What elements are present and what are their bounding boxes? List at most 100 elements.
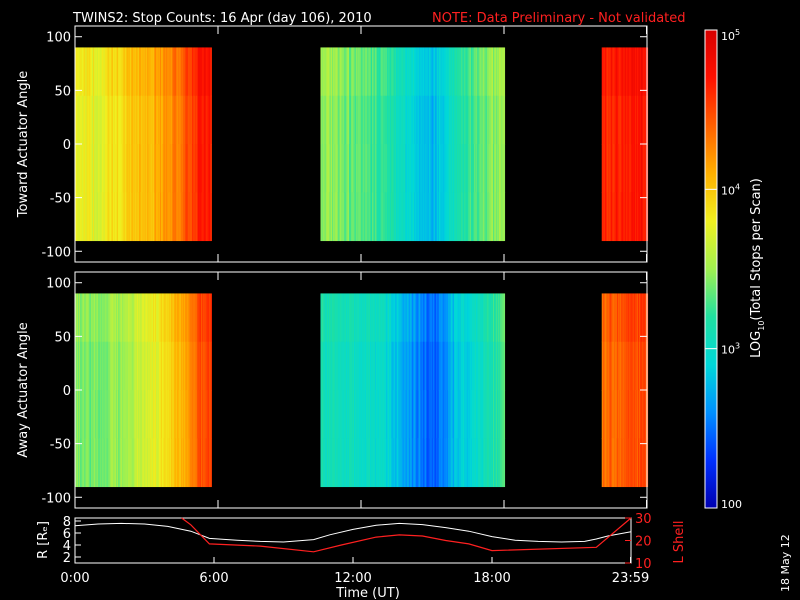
heatmap-cell — [493, 390, 495, 439]
heatmap-cell — [606, 390, 609, 439]
heatmap-cell — [329, 47, 331, 97]
heatmap-cell — [169, 95, 171, 145]
heatmap-cell — [441, 293, 444, 343]
heatmap-cell — [396, 47, 399, 97]
heatmap-cell — [356, 95, 359, 145]
heatmap-cell — [180, 390, 183, 439]
heatmap-cell — [205, 293, 208, 343]
heatmap-cell — [429, 47, 431, 97]
heatmap-cell — [473, 341, 476, 391]
heatmap-cell — [336, 192, 339, 242]
heatmap-cell — [480, 47, 483, 97]
heatmap-cell — [397, 341, 400, 391]
heatmap-cell — [391, 341, 393, 391]
heatmap-cell — [371, 95, 373, 145]
heatmap-cell — [629, 438, 631, 488]
heatmap-cell — [357, 144, 360, 193]
heatmap-cell — [151, 293, 153, 343]
heatmap-cell — [176, 390, 178, 439]
heatmap-cell — [172, 47, 174, 97]
heatmap-cell — [634, 438, 636, 488]
heatmap-cell — [416, 192, 419, 242]
heatmap-cell — [443, 341, 446, 391]
heatmap-cell — [323, 192, 325, 242]
heatmap-cell — [153, 390, 155, 439]
heatmap-cell — [416, 47, 419, 97]
heatmap-cell — [145, 192, 148, 242]
heatmap-cell — [191, 341, 193, 391]
heatmap-cell — [192, 438, 194, 488]
heatmap-cell — [380, 95, 383, 145]
heatmap-cell — [141, 341, 144, 391]
heatmap-cell — [434, 144, 437, 193]
heatmap-cell — [355, 144, 358, 193]
heatmap-cell — [416, 293, 419, 343]
heatmap-cell — [465, 438, 467, 488]
heatmap-cell — [92, 144, 94, 193]
heatmap-cell — [491, 390, 493, 439]
heatmap-cell — [98, 438, 101, 488]
heatmap-cell — [456, 95, 459, 145]
heatmap-cell — [164, 293, 167, 343]
heatmap-cell — [166, 47, 169, 97]
heatmap-cell — [477, 144, 480, 193]
heatmap-cell — [627, 341, 630, 391]
heatmap-cell — [450, 192, 452, 242]
heatmap-cell — [88, 293, 90, 343]
heatmap-cell — [413, 95, 416, 145]
lshell-series-line — [181, 517, 632, 553]
heatmap-cell — [164, 192, 167, 242]
heatmap-cell — [191, 47, 193, 97]
orbit-right-y-tick-label: 10 — [635, 557, 652, 572]
heatmap-cell — [344, 293, 346, 343]
heatmap-cell — [501, 144, 504, 193]
heatmap-cell — [350, 95, 353, 145]
chart-note: NOTE: Data Preliminary - Not validated — [432, 11, 686, 26]
heatmap-cell — [461, 438, 464, 488]
heatmap-cell — [163, 438, 166, 488]
heatmap-cell — [121, 293, 124, 343]
heatmap-cell — [184, 144, 187, 193]
heatmap-cell — [153, 293, 155, 343]
heatmap-cell — [205, 192, 208, 242]
heatmap-cell — [637, 341, 640, 391]
heatmap-cell — [351, 390, 354, 439]
heatmap-cell — [159, 192, 162, 242]
heatmap-cell — [374, 438, 377, 488]
heatmap-cell — [631, 293, 633, 343]
heatmap-cell — [638, 95, 641, 145]
heatmap-cell — [126, 144, 129, 193]
heatmap-cell — [125, 47, 128, 97]
heatmap-cell — [394, 438, 397, 488]
heatmap-cell — [376, 95, 379, 145]
heatmap-cell — [170, 47, 172, 97]
heatmap-cell — [492, 144, 494, 193]
heatmap-cell — [164, 438, 167, 488]
heatmap-cell — [161, 341, 164, 391]
heatmap-cell — [359, 293, 362, 343]
heatmap-cell — [329, 390, 331, 439]
heatmap-cell — [421, 95, 424, 145]
heatmap-cell — [448, 390, 450, 439]
heatmap-cell — [196, 438, 198, 488]
heatmap-cell — [103, 438, 106, 488]
heatmap-cell — [379, 390, 382, 439]
heatmap-cell — [158, 390, 161, 439]
heatmap-cell — [417, 95, 420, 145]
heatmap-cell — [98, 192, 101, 242]
heatmap-cell — [102, 192, 105, 242]
heatmap-cell — [615, 293, 617, 343]
heatmap-cell — [611, 144, 613, 193]
heatmap-cell — [362, 438, 364, 488]
heatmap-cell — [183, 144, 186, 193]
heatmap-cell — [477, 192, 480, 242]
heatmap-cell — [445, 144, 447, 193]
heatmap-cell — [445, 341, 447, 391]
heatmap-cell — [492, 390, 494, 439]
y-tick-label: 0 — [63, 384, 71, 399]
heatmap-cell — [159, 47, 162, 97]
heatmap-cell — [106, 47, 109, 97]
heatmap-cell — [392, 47, 395, 97]
heatmap-cell — [403, 95, 405, 145]
heatmap-cell — [414, 95, 417, 145]
